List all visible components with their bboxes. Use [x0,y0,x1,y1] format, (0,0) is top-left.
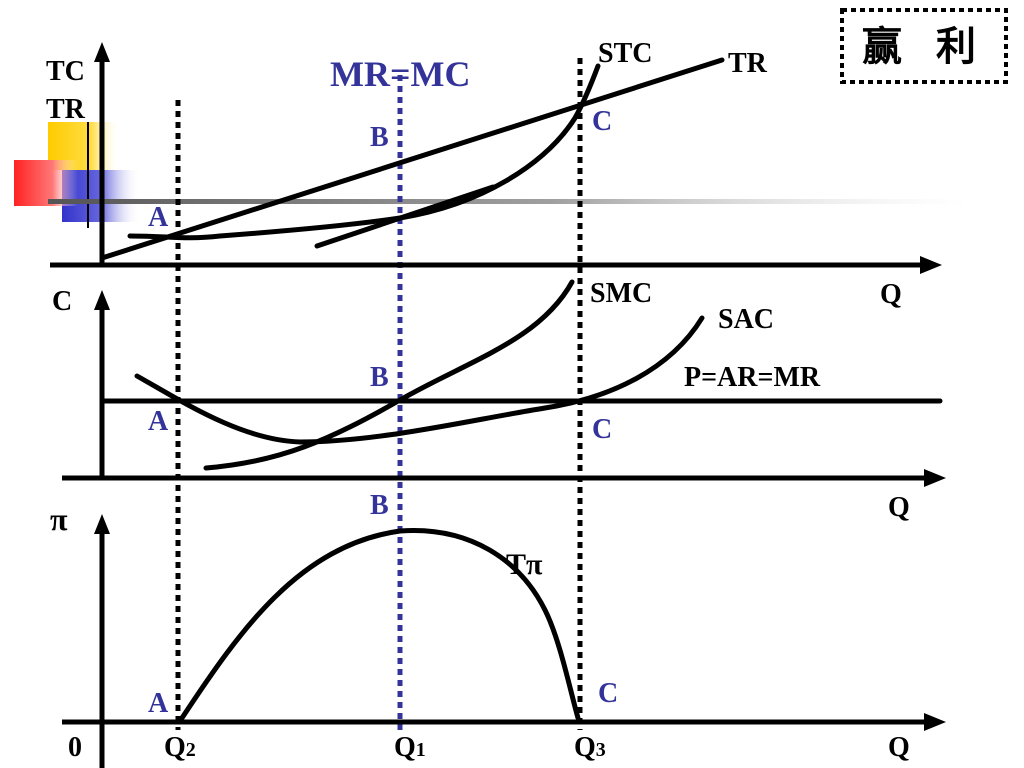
bottom-x-label: Q [888,732,910,763]
sac-label: SAC [718,304,774,335]
profit-label: Tπ [506,548,543,581]
stc-label: STC [598,38,652,69]
top-y-label-tr: TR [46,94,86,125]
smc-label: SMC [590,278,652,309]
middle-point-b: B [370,362,389,393]
top-point-a: A [148,202,169,233]
middle-y-arrow [94,290,110,310]
title-text: 赢 利 [862,24,986,70]
middle-panel [62,279,946,487]
bottom-point-a: A [148,688,169,719]
middle-x-arrow [924,469,946,487]
middle-y-label: C [52,286,72,317]
bottom-point-b: B [370,490,389,521]
top-point-b: B [370,122,389,153]
sac-curve [134,315,705,445]
top-y-arrow [94,42,110,62]
top-x-arrow [920,256,942,274]
q2-label: Q2 [164,732,196,763]
q3-label: Q3 [574,732,606,763]
bottom-point-c: C [598,678,618,709]
tr-curve [99,57,725,261]
origin-label: 0 [68,732,82,763]
condition-label: MR=MC [330,54,470,94]
top-point-c: C [592,106,612,137]
middle-point-a: A [148,406,169,437]
middle-point-c: C [592,414,612,445]
top-panel [50,42,942,274]
bottom-y-label: π [50,501,68,537]
smc-curve [203,279,575,471]
tr-label: TR [728,48,768,79]
bottom-x-arrow [924,713,946,731]
tangent-line [314,184,496,249]
q1-label: Q1 [394,732,426,763]
price-line-label: P=AR=MR [684,362,821,393]
middle-x-label: Q [888,492,910,523]
bottom-y-arrow [94,514,110,534]
profit-curve [179,528,581,721]
top-x-label: Q [880,279,902,310]
bottom-panel [62,514,946,768]
top-y-label-tc: TC [46,56,85,87]
title-box: 赢 利 [840,8,1008,84]
